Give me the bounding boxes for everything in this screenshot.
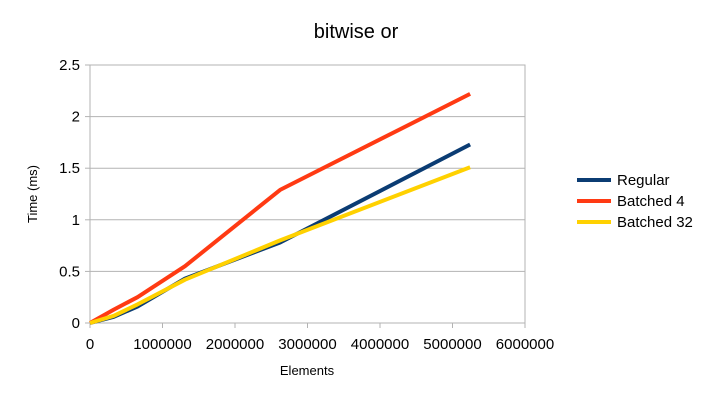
x-tick-label: 4000000: [351, 336, 409, 353]
y-tick-label: 2.5: [59, 57, 80, 74]
legend-label-regular: Regular: [617, 172, 670, 189]
x-tick-label: 5000000: [423, 336, 481, 353]
y-axis-ticks: 0 0.5 1 1.5 2 2.5: [59, 57, 90, 332]
series-lines: [89, 92, 472, 325]
legend: Regular Batched 4 Batched 32: [577, 172, 693, 231]
y-axis-title: Time (ms): [25, 165, 40, 223]
y-tick-label: 1: [72, 212, 80, 229]
gridlines: [90, 116, 525, 272]
x-axis-title: Elements: [280, 363, 335, 378]
x-tick-label: 0: [86, 336, 94, 353]
y-tick-label: 2: [72, 109, 80, 126]
y-tick-label: 0.5: [59, 263, 80, 280]
legend-label-batched-4: Batched 4: [617, 193, 685, 210]
series-line-regular: [89, 142, 472, 325]
y-tick-label: 1.5: [59, 160, 80, 177]
chart-title: bitwise or: [314, 21, 399, 43]
series-line-batched-4: [89, 92, 472, 325]
x-tick-label: 2000000: [206, 336, 264, 353]
legend-label-batched-32: Batched 32: [617, 214, 693, 231]
x-axis-ticks: 0 1000000 2000000 3000000 4000000 5000000 6000…: [86, 323, 554, 353]
series-line-batched-32: [89, 165, 471, 325]
x-tick-label: 1000000: [133, 336, 191, 353]
x-tick-label: 6000000: [496, 336, 554, 353]
x-tick-label: 3000000: [278, 336, 336, 353]
y-tick-label: 0: [72, 315, 80, 332]
